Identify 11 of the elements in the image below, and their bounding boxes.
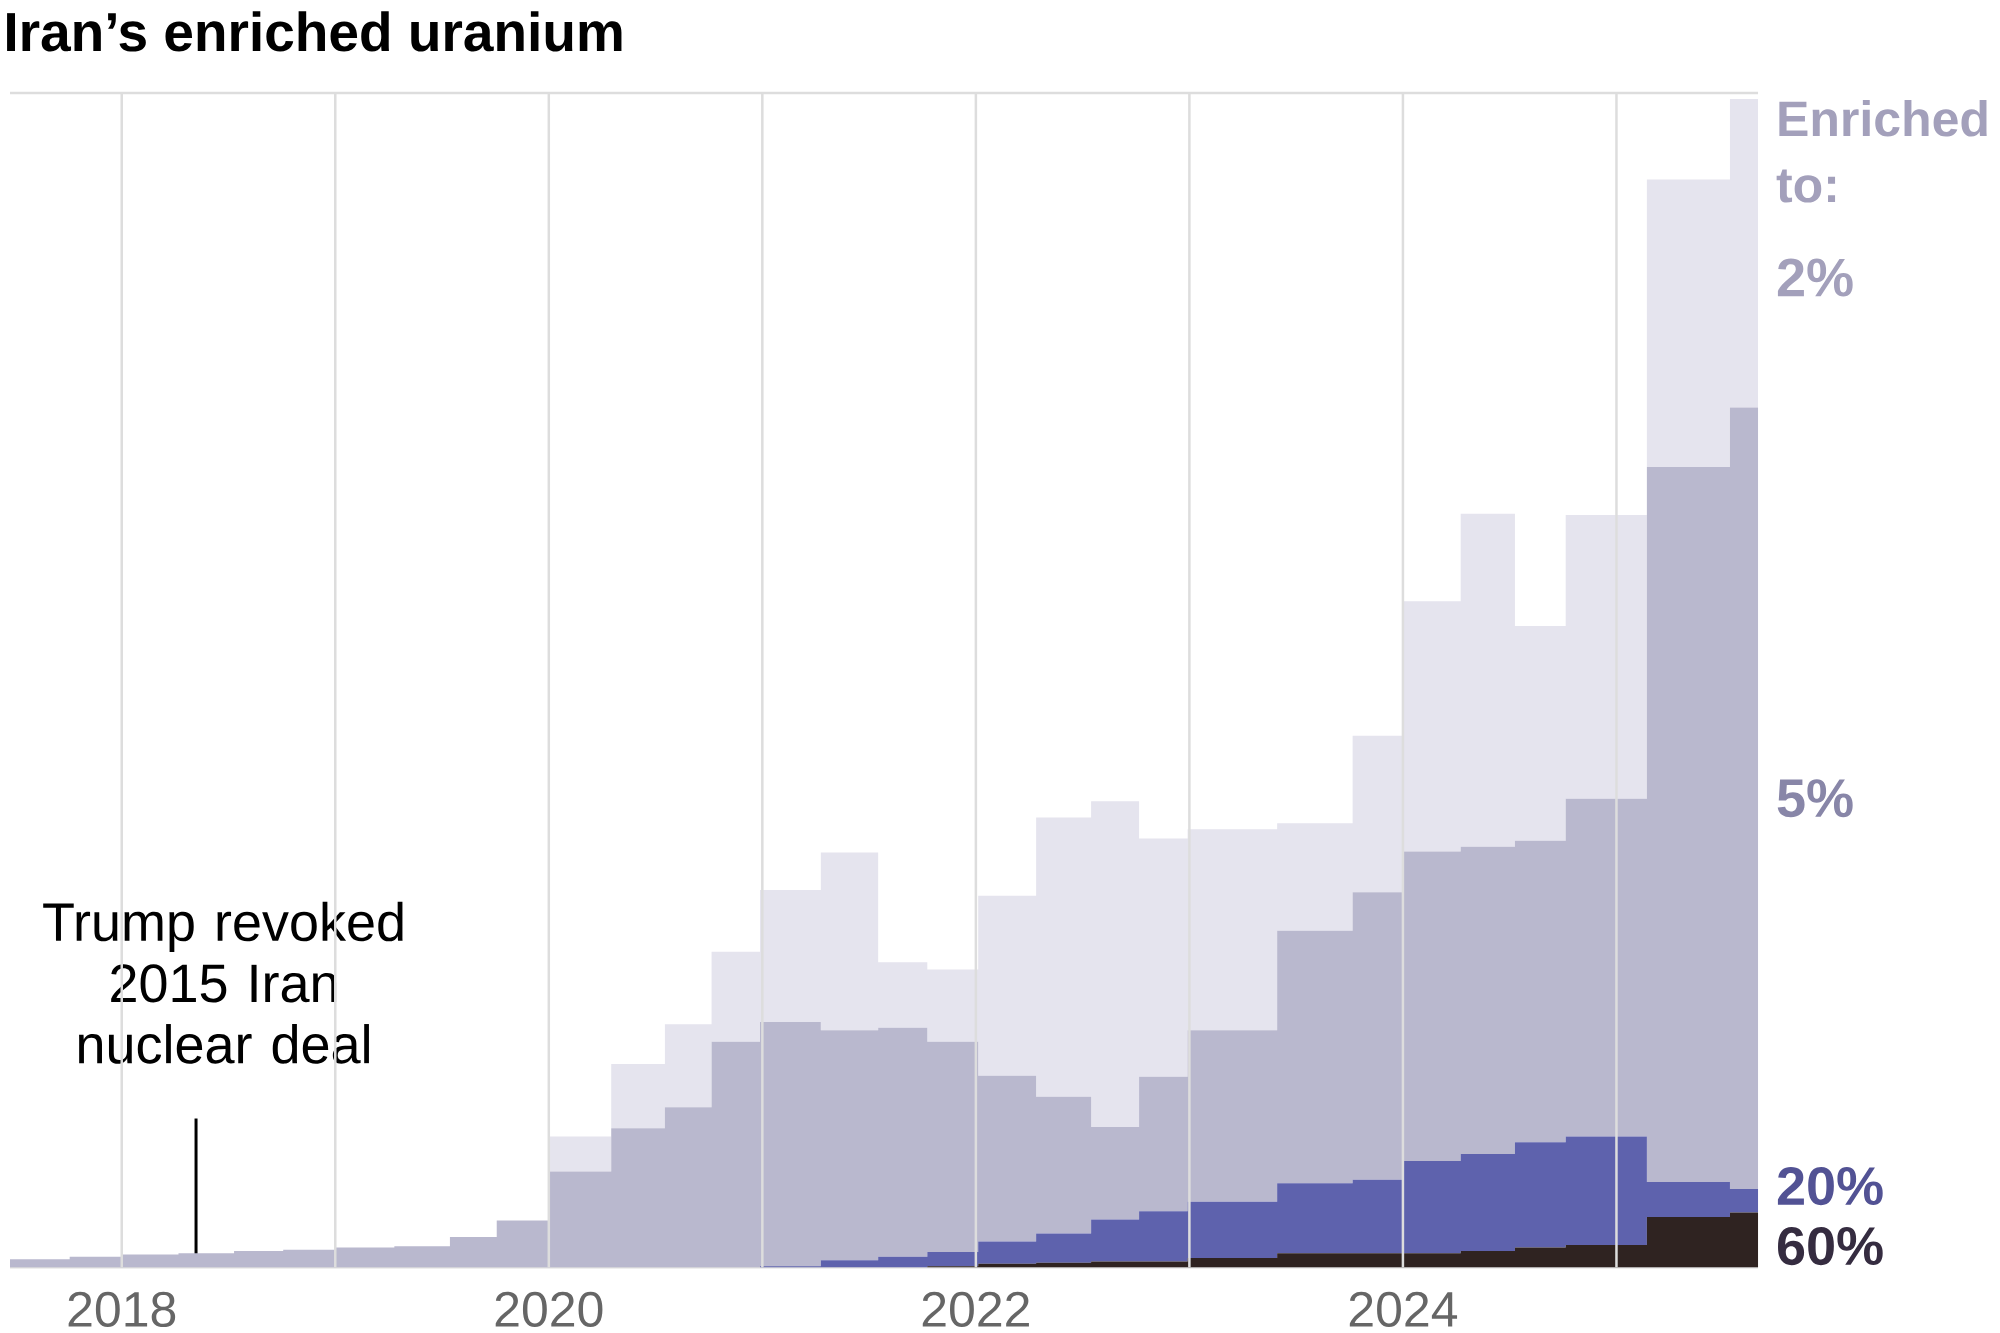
x-tick-label: 2024 [1349,1291,1458,1328]
series-label: 60% [1778,1226,1883,1266]
series-label: 2% [1777,258,1853,297]
legend-title: Enriched to: [1776,99,1987,203]
series-label: 20% [1777,1166,1883,1206]
series-label: 5% [1777,779,1853,818]
x-tick-label: 2018 [68,1291,176,1328]
chart-title: Iran’s enriched uranium [7,11,622,52]
ref-line-label: Trump revoked 2015 Iran nuclear deal [43,901,403,1064]
x-tick-label: 2022 [922,1291,1029,1328]
x-tick-label: 2020 [495,1291,603,1328]
